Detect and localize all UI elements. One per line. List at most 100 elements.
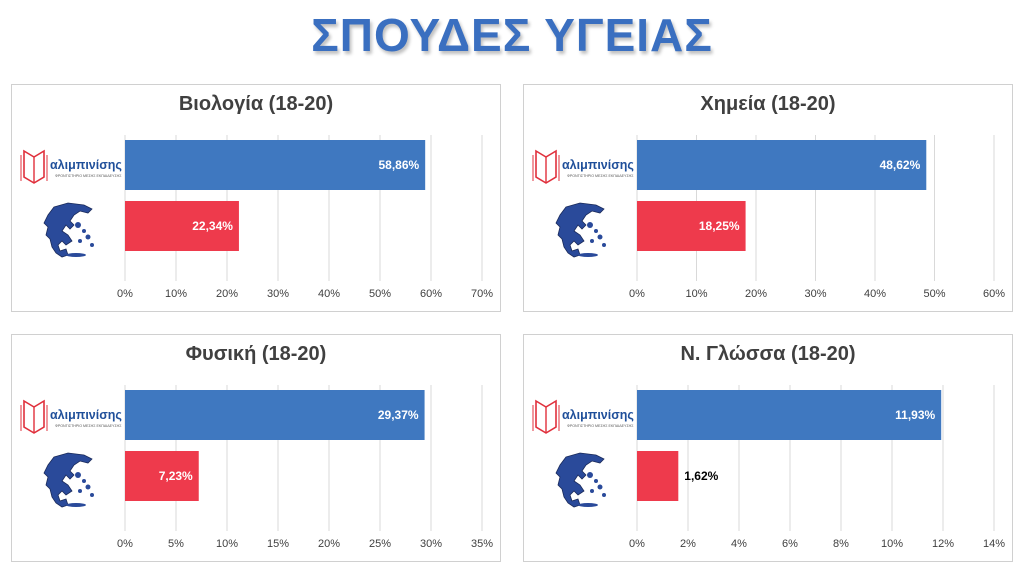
greece-bar <box>637 201 746 251</box>
x-tick-label: 12% <box>932 538 954 550</box>
x-tick-label: 0% <box>629 288 645 300</box>
chart-title: Βιολογία (18-20) <box>178 93 334 115</box>
x-tick-label: 4% <box>731 538 747 550</box>
greece-map-icon <box>43 452 94 508</box>
x-tick-label: 20% <box>216 288 238 300</box>
x-tick-label: 25% <box>369 538 391 550</box>
island <box>602 243 606 247</box>
x-tick-label: 70% <box>471 288 493 300</box>
chart-plot: 0% 10% 20% 30% 40% 50% 60% 48,62% 18,25% αλιμπινί… <box>532 135 1005 300</box>
x-tick-label: 20% <box>745 288 767 300</box>
greece-map-icon <box>555 452 606 508</box>
data-label: 7,23% <box>159 469 193 483</box>
school-logo: αλιμπινίσης ΦΡΟΝΤΙΣΤΗΡΙΟ ΜΕΣΗΣ ΕΚΠΑΙΔΕΥΣΗ… <box>20 149 122 184</box>
crete-island <box>578 503 598 507</box>
island <box>587 472 593 478</box>
x-tick-label: 30% <box>420 538 442 550</box>
chart-panel-chemistry: Χημεία (18-20) 0% 10% 20% 30% 40% 50% 60% 48,62… <box>523 84 1013 312</box>
x-tick-label: 5% <box>168 538 184 550</box>
crete-island <box>578 253 598 257</box>
school-logo: αλιμπινίσης ΦΡΟΝΤΙΣΤΗΡΙΟ ΜΕΣΗΣ ΕΚΠΑΙΔΕΥΣΗ… <box>20 399 122 434</box>
x-tick-label: 20% <box>318 538 340 550</box>
island <box>597 484 603 490</box>
school-logo: αλιμπινίσης ΦΡΟΝΤΙΣΤΗΡΙΟ ΜΕΣΗΣ ΕΚΠΑΙΔΕΥΣΗ… <box>532 399 634 434</box>
island <box>602 493 606 497</box>
school-bar <box>637 140 927 190</box>
island <box>590 239 594 243</box>
school-bar <box>125 140 426 190</box>
island <box>90 493 94 497</box>
island <box>594 229 598 233</box>
crete-island <box>66 253 86 257</box>
x-tick-label: 35% <box>471 538 493 550</box>
greece-bar <box>125 451 199 501</box>
school-bar <box>125 390 425 440</box>
x-tick-label: 10% <box>165 288 187 300</box>
x-tick-label: 50% <box>923 288 945 300</box>
data-label: 1,62% <box>684 469 718 483</box>
chart-plot: 0% 10% 20% 30% 40% 50% 60% 70% 58,86% 22,34% αλιμπ… <box>20 135 493 300</box>
data-label: 22,34% <box>192 219 233 233</box>
chart-title: Φυσική (18-20) <box>185 343 327 365</box>
greece-bar <box>125 201 239 251</box>
data-label: 18,25% <box>699 219 740 233</box>
x-tick-label: 0% <box>629 538 645 550</box>
logo-name: αλιμπινίσης <box>562 408 634 422</box>
crete-island <box>66 503 86 507</box>
island <box>78 489 82 493</box>
data-label: 48,62% <box>880 158 921 172</box>
x-tick-label: 10% <box>216 538 238 550</box>
x-tick-label: 30% <box>267 288 289 300</box>
x-tick-label: 0% <box>117 538 133 550</box>
island <box>594 479 598 483</box>
greece-map-icon <box>43 202 94 258</box>
island <box>75 472 81 478</box>
data-label: 29,37% <box>378 408 419 422</box>
logo-tagline: ΦΡΟΝΤΙΣΤΗΡΙΟ ΜΕΣΗΣ ΕΚΠΑΙΔΕΥΣΗΣ <box>567 174 634 178</box>
island <box>590 489 594 493</box>
x-tick-label: 60% <box>983 288 1005 300</box>
island <box>85 234 91 240</box>
chart-plot: 0% 2% 4% 6% 8% 10% 12% 14% 11,93% 1,62% αλιμπινίση… <box>532 385 1005 550</box>
school-bar <box>637 390 942 440</box>
greece-bar <box>637 451 679 501</box>
logo-name: αλιμπινίσης <box>50 408 122 422</box>
island <box>82 479 86 483</box>
page-title: ΣΠΟΥΔΕΣ ΥΓΕΙΑΣ <box>311 9 713 61</box>
island <box>78 239 82 243</box>
x-tick-label: 30% <box>804 288 826 300</box>
greece-mainland <box>43 452 93 508</box>
chart-panel-greek-language: Ν. Γλώσσα (18-20) 0% 2% 4% 6% 8% 10% 12% 14% 11,… <box>523 334 1013 562</box>
logo-tagline: ΦΡΟΝΤΙΣΤΗΡΙΟ ΜΕΣΗΣ ΕΚΠΑΙΔΕΥΣΗΣ <box>55 424 122 428</box>
chart-panel-biology: Βιολογία (18-20) 0% 10% 20% 30% 40% 50% 60% 70%… <box>11 84 501 312</box>
x-tick-label: 10% <box>881 538 903 550</box>
island <box>82 229 86 233</box>
island <box>597 234 603 240</box>
x-tick-label: 6% <box>782 538 798 550</box>
x-tick-label: 8% <box>833 538 849 550</box>
x-tick-label: 10% <box>685 288 707 300</box>
island <box>85 484 91 490</box>
greece-mainland <box>43 202 93 258</box>
chart-title: Χημεία (18-20) <box>700 93 836 115</box>
x-tick-label: 2% <box>680 538 696 550</box>
data-label: 11,93% <box>895 408 935 422</box>
x-tick-label: 50% <box>369 288 391 300</box>
island <box>587 222 593 228</box>
school-logo: αλιμπινίσης ΦΡΟΝΤΙΣΤΗΡΙΟ ΜΕΣΗΣ ΕΚΠΑΙΔΕΥΣΗ… <box>532 149 634 184</box>
x-tick-label: 14% <box>983 538 1005 550</box>
x-tick-label: 0% <box>117 288 133 300</box>
data-label: 58,86% <box>378 158 419 172</box>
greece-mainland <box>555 452 605 508</box>
x-tick-label: 40% <box>318 288 340 300</box>
chart-panel-physics: Φυσική (18-20) 0% 5% 10% 15% 20% 25% 30% 35% 29,… <box>11 334 501 562</box>
logo-name: αλιμπινίσης <box>50 158 122 172</box>
logo-tagline: ΦΡΟΝΤΙΣΤΗΡΙΟ ΜΕΣΗΣ ΕΚΠΑΙΔΕΥΣΗΣ <box>567 424 634 428</box>
logo-name: αλιμπινίσης <box>562 158 634 172</box>
x-tick-label: 40% <box>864 288 886 300</box>
island <box>75 222 81 228</box>
chart-title: Ν. Γλώσσα (18-20) <box>680 343 856 365</box>
island <box>90 243 94 247</box>
logo-tagline: ΦΡΟΝΤΙΣΤΗΡΙΟ ΜΕΣΗΣ ΕΚΠΑΙΔΕΥΣΗΣ <box>55 174 122 178</box>
greece-map-icon <box>555 202 606 258</box>
